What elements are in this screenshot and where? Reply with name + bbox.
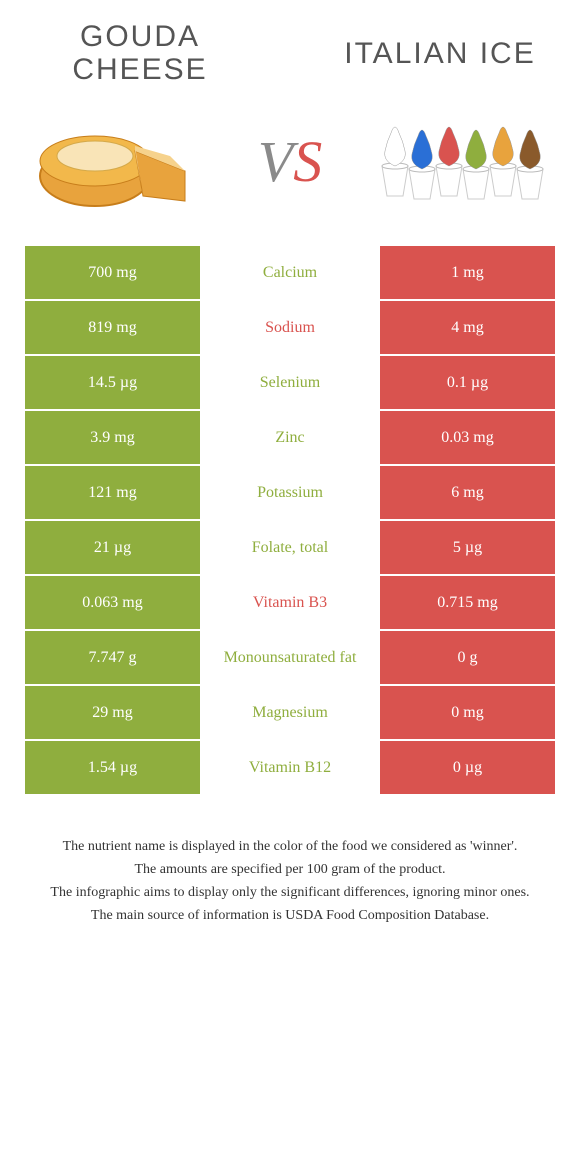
footnote-line: The infographic aims to display only the… <box>40 882 540 903</box>
title-line: CHEESE <box>72 53 207 86</box>
value-left: 1.54 µg <box>25 741 200 794</box>
vs-v: V <box>258 129 293 194</box>
food-right-title: ITALIAN ICE <box>340 37 540 70</box>
nutrient-name: Monounsaturated fat <box>200 631 380 684</box>
footnote-line: The nutrient name is displayed in the co… <box>40 836 540 857</box>
value-left: 3.9 mg <box>25 411 200 464</box>
value-left: 0.063 mg <box>25 576 200 629</box>
value-left: 121 mg <box>25 466 200 519</box>
value-right: 6 mg <box>380 466 555 519</box>
italian-ice-image <box>380 106 550 216</box>
nutrient-name: Calcium <box>200 246 380 299</box>
table-row: 121 mgPotassium6 mg <box>25 466 555 521</box>
value-right: 4 mg <box>380 301 555 354</box>
vs-label: VS <box>258 128 322 195</box>
nutrient-name: Vitamin B3 <box>200 576 380 629</box>
table-row: 21 µgFolate, total5 µg <box>25 521 555 576</box>
table-row: 0.063 mgVitamin B30.715 mg <box>25 576 555 631</box>
value-left: 14.5 µg <box>25 356 200 409</box>
value-right: 0 mg <box>380 686 555 739</box>
title-line: GOUDA <box>80 20 200 53</box>
value-right: 0.1 µg <box>380 356 555 409</box>
vs-s: S <box>293 129 322 194</box>
table-row: 29 mgMagnesium0 mg <box>25 686 555 741</box>
gouda-cheese-image <box>30 106 200 216</box>
value-right: 0.715 mg <box>380 576 555 629</box>
header: GOUDA CHEESE ITALIAN ICE <box>0 0 580 96</box>
nutrient-name: Zinc <box>200 411 380 464</box>
value-left: 21 µg <box>25 521 200 574</box>
value-right: 0 µg <box>380 741 555 794</box>
value-right: 0.03 mg <box>380 411 555 464</box>
table-row: 819 mgSodium4 mg <box>25 301 555 356</box>
nutrient-name: Magnesium <box>200 686 380 739</box>
nutrient-name: Vitamin B12 <box>200 741 380 794</box>
table-row: 14.5 µgSelenium0.1 µg <box>25 356 555 411</box>
value-left: 7.747 g <box>25 631 200 684</box>
table-row: 700 mgCalcium1 mg <box>25 246 555 301</box>
infographic: GOUDA CHEESE ITALIAN ICE VS <box>0 0 580 926</box>
value-left: 819 mg <box>25 301 200 354</box>
table-row: 3.9 mgZinc0.03 mg <box>25 411 555 466</box>
table-row: 7.747 gMonounsaturated fat0 g <box>25 631 555 686</box>
hero-row: VS <box>0 96 580 246</box>
nutrient-table: 700 mgCalcium1 mg819 mgSodium4 mg14.5 µg… <box>25 246 555 796</box>
food-left-title: GOUDA CHEESE <box>40 20 240 86</box>
value-right: 5 µg <box>380 521 555 574</box>
nutrient-name: Folate, total <box>200 521 380 574</box>
value-left: 700 mg <box>25 246 200 299</box>
footnote-line: The main source of information is USDA F… <box>40 905 540 926</box>
nutrient-name: Potassium <box>200 466 380 519</box>
value-left: 29 mg <box>25 686 200 739</box>
value-right: 1 mg <box>380 246 555 299</box>
footnote-line: The amounts are specified per 100 gram o… <box>40 859 540 880</box>
value-right: 0 g <box>380 631 555 684</box>
table-row: 1.54 µgVitamin B120 µg <box>25 741 555 796</box>
footnotes: The nutrient name is displayed in the co… <box>0 796 580 926</box>
nutrient-name: Sodium <box>200 301 380 354</box>
nutrient-name: Selenium <box>200 356 380 409</box>
